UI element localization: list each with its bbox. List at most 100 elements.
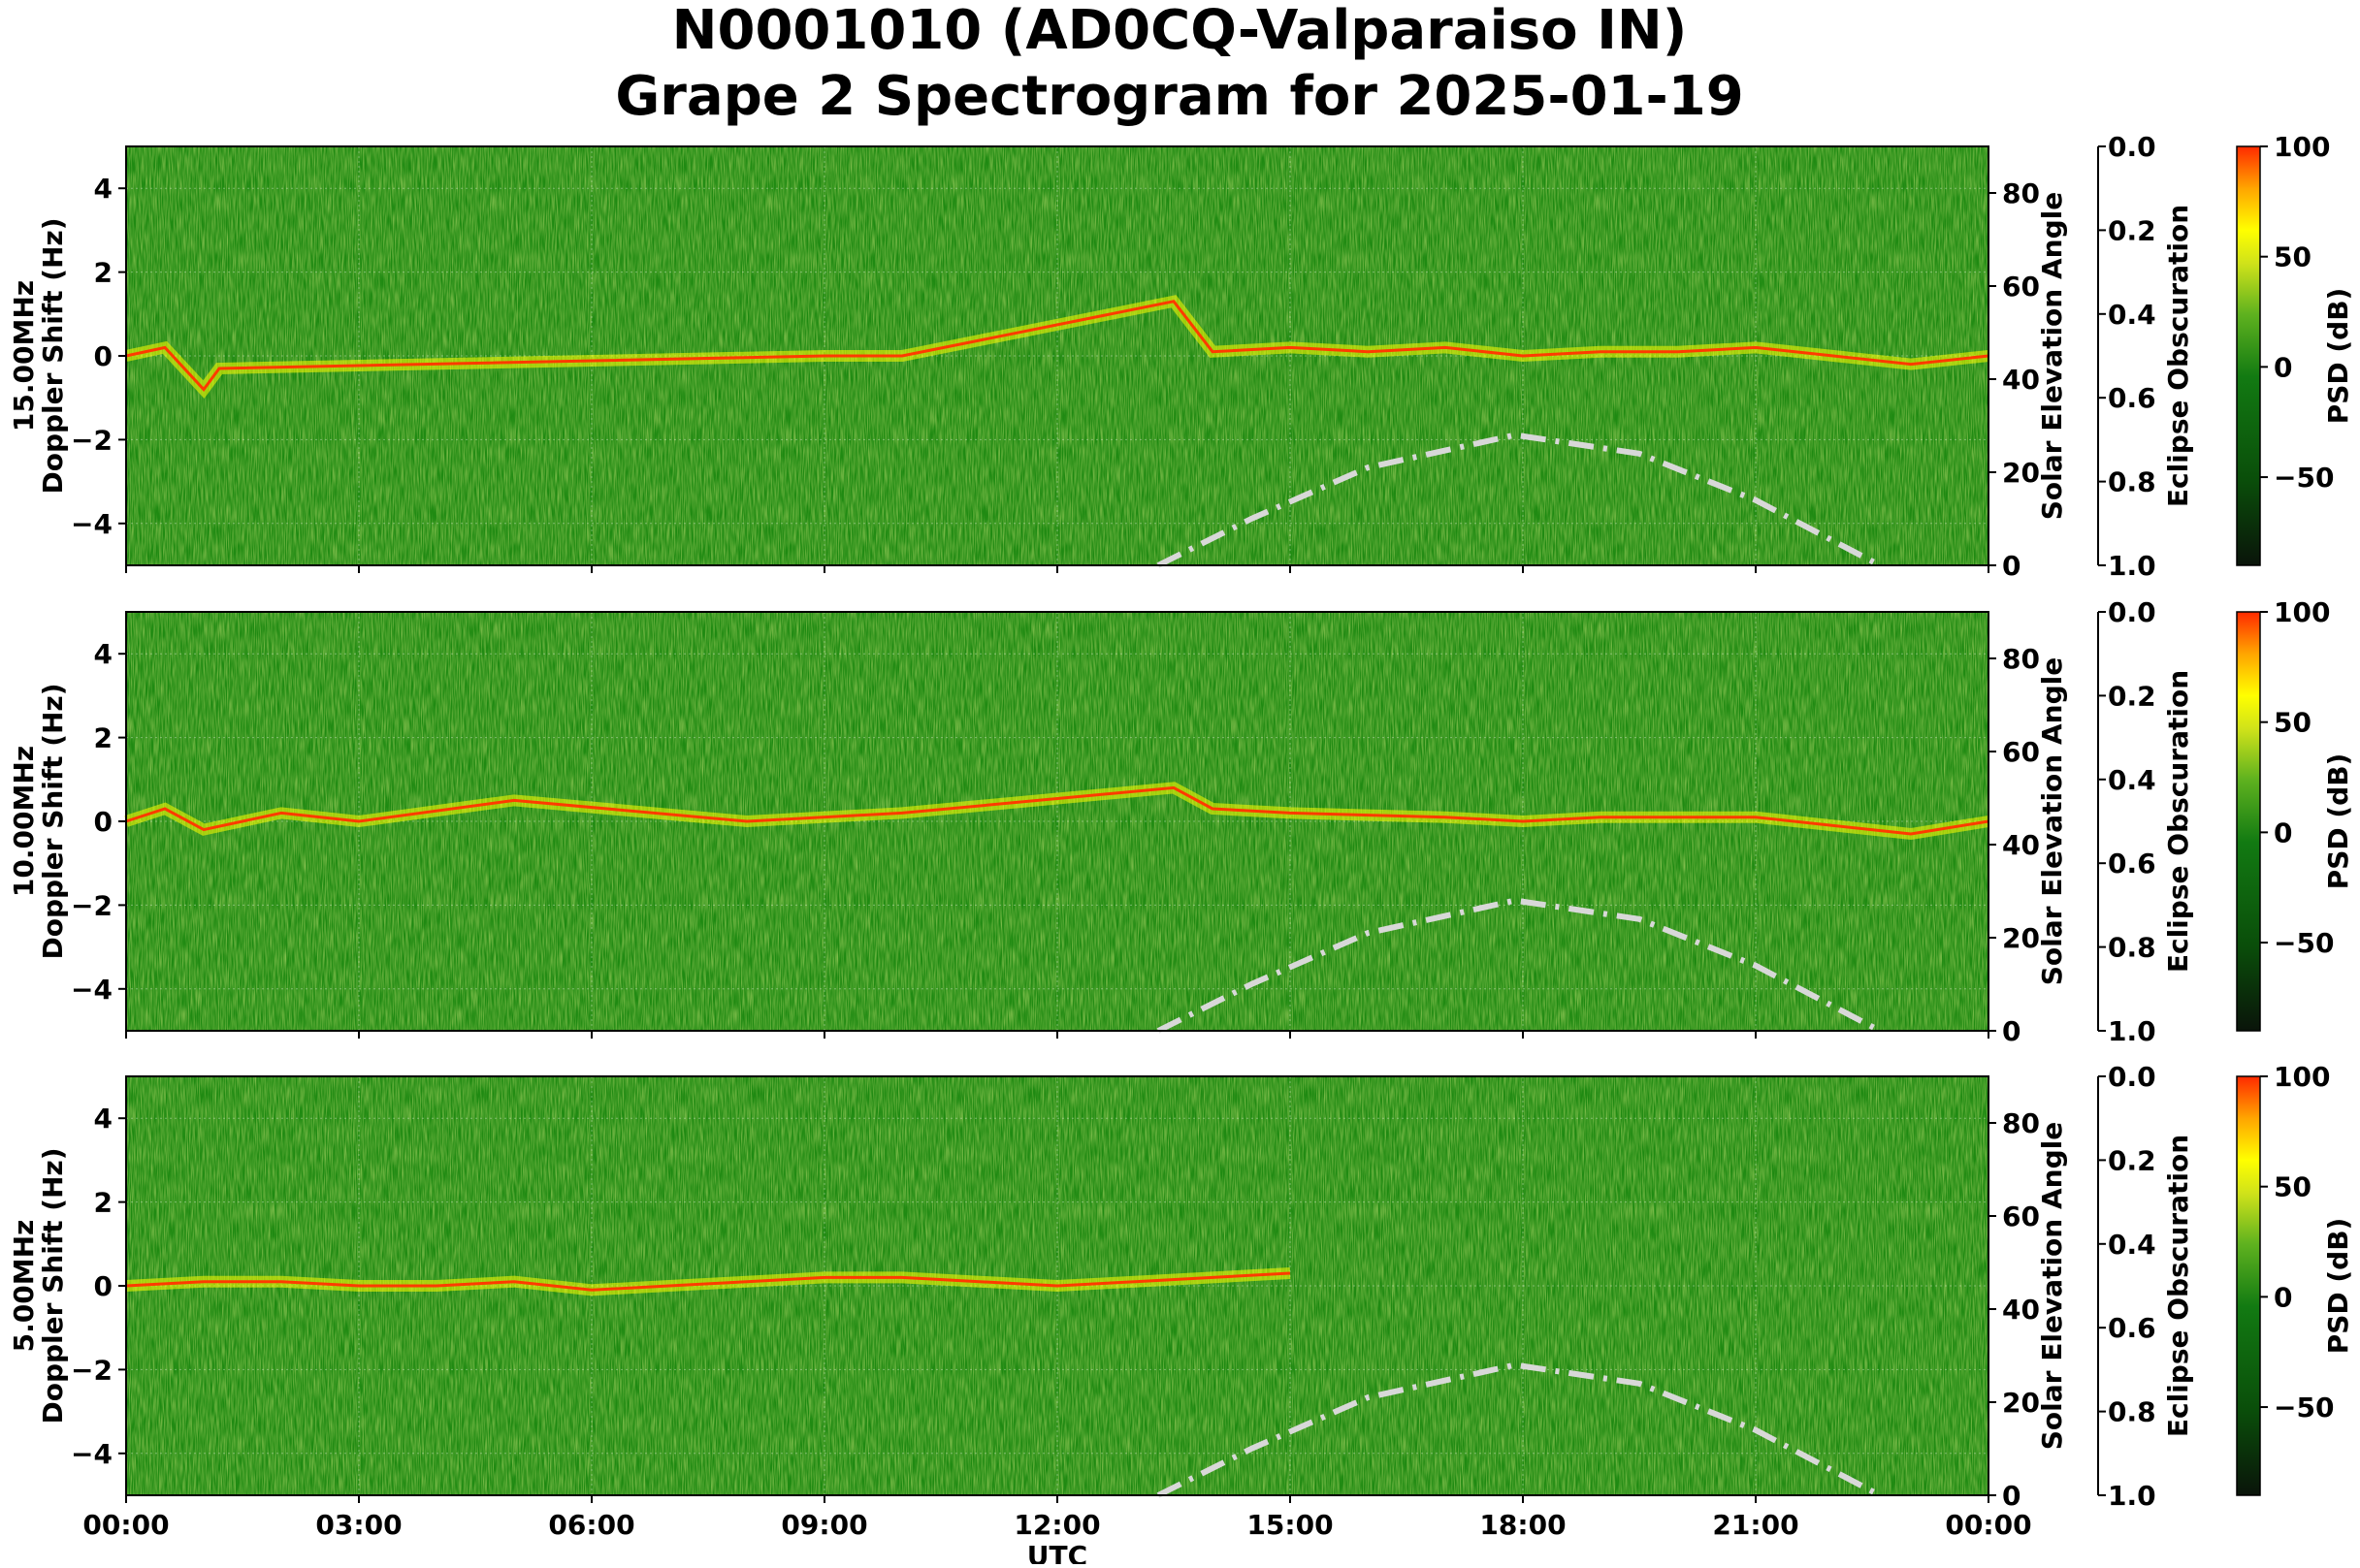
- figure-title-line1: N0001010 (AD0CQ-Valparaiso IN): [672, 0, 1688, 62]
- solar-elevation-curve: [1156, 432, 1882, 568]
- colorbar-tick-label: 0: [2274, 1281, 2292, 1313]
- frequency-label: 5.00MHz: [8, 1220, 40, 1353]
- y-tick-label: −4: [71, 974, 113, 1006]
- elevation-axis-label: Solar Elevation Angle: [2036, 657, 2068, 985]
- y-tick-label: 4: [94, 173, 113, 205]
- colorbar-tick-label: −50: [2274, 462, 2334, 494]
- x-tick-label: 21:00: [1712, 1509, 1798, 1541]
- eclipse-tick-label: 0.0: [2108, 1061, 2156, 1093]
- y-tick-label: −4: [71, 508, 113, 540]
- eclipse-tick-label: 0.4: [2108, 299, 2156, 331]
- colorbar-tick-label: 50: [2274, 707, 2312, 739]
- eclipse-axis-label: Eclipse Obscuration: [2162, 670, 2194, 973]
- eclipse-axis-label: Eclipse Obscuration: [2162, 205, 2194, 507]
- doppler-axis-label: Doppler Shift (Hz): [37, 1147, 69, 1424]
- eclipse-tick-label: 0.6: [2108, 1312, 2156, 1344]
- elevation-tick-label: 60: [2002, 736, 2040, 768]
- doppler-axis-label: Doppler Shift (Hz): [37, 683, 69, 959]
- y-tick-label: 2: [94, 722, 113, 754]
- x-tick-label: 12:00: [1014, 1509, 1100, 1541]
- y-tick-label: 4: [94, 1103, 113, 1135]
- solar-elevation-curve: [1156, 897, 1882, 1034]
- eclipse-tick-label: 0.2: [2108, 680, 2156, 712]
- eclipse-tick-label: 1.0: [2108, 1015, 2156, 1047]
- elevation-tick-label: 80: [2002, 643, 2040, 675]
- eclipse-tick-label: 0.8: [2108, 1396, 2156, 1428]
- y-tick-label: 0: [94, 806, 113, 838]
- eclipse-tick-label: 0.2: [2108, 1144, 2156, 1176]
- x-tick-label: 06:00: [548, 1509, 634, 1541]
- elevation-tick-label: 80: [2002, 177, 2040, 209]
- elevation-tick-label: 0: [2002, 550, 2021, 582]
- colorbar-tick-label: 100: [2274, 1061, 2330, 1093]
- eclipse-tick-label: 0.6: [2108, 848, 2156, 880]
- eclipse-tick-label: 0.0: [2108, 131, 2156, 163]
- elevation-tick-label: 20: [2002, 922, 2040, 954]
- y-tick-label: −2: [71, 889, 113, 921]
- eclipse-tick-label: 0.6: [2108, 382, 2156, 414]
- elevation-tick-label: 0: [2002, 1015, 2021, 1047]
- colorbar-tick-label: 100: [2274, 596, 2330, 628]
- x-tick-label: 00:00: [82, 1509, 169, 1541]
- colorbar-tick-label: 0: [2274, 816, 2292, 848]
- colorbar-tick-label: −50: [2274, 1392, 2334, 1424]
- elevation-tick-label: 20: [2002, 1387, 2040, 1419]
- elevation-tick-label: 60: [2002, 271, 2040, 303]
- x-tick-label: 09:00: [781, 1509, 867, 1541]
- elevation-tick-label: 80: [2002, 1107, 2040, 1139]
- x-axis-label: UTC: [1027, 1540, 1087, 1564]
- y-tick-label: 0: [94, 1270, 113, 1302]
- colorbar-tick-label: −50: [2274, 927, 2334, 959]
- y-tick-label: 4: [94, 638, 113, 670]
- colorbar-tick-label: 50: [2274, 241, 2312, 273]
- x-tick-label: 15:00: [1246, 1509, 1333, 1541]
- eclipse-tick-label: 1.0: [2108, 1480, 2156, 1512]
- elevation-tick-label: 20: [2002, 457, 2040, 489]
- elevation-tick-label: 60: [2002, 1200, 2040, 1232]
- elevation-tick-label: 40: [2002, 364, 2040, 396]
- eclipse-tick-label: 0.8: [2108, 932, 2156, 964]
- x-tick-label: 03:00: [315, 1509, 402, 1541]
- elevation-tick-label: 40: [2002, 829, 2040, 861]
- psd-colorbar: [2236, 145, 2261, 566]
- colorbar-tick-label: 0: [2274, 351, 2292, 383]
- colorbar-label: PSD (dB): [2322, 288, 2354, 425]
- x-tick-label: 18:00: [1479, 1509, 1566, 1541]
- x-tick-label: 00:00: [1945, 1509, 2031, 1541]
- colorbar-label: PSD (dB): [2322, 1218, 2354, 1355]
- eclipse-tick-label: 0.8: [2108, 466, 2156, 498]
- y-tick-label: −4: [71, 1438, 113, 1470]
- elevation-axis-label: Solar Elevation Angle: [2036, 1122, 2068, 1450]
- doppler-trace: [125, 300, 1989, 392]
- colorbar-tick-label: 100: [2274, 131, 2330, 163]
- y-tick-label: 0: [94, 340, 113, 372]
- y-tick-label: 2: [94, 1187, 113, 1219]
- elevation-axis-label: Solar Elevation Angle: [2036, 192, 2068, 520]
- colorbar-tick-label: 50: [2274, 1171, 2312, 1203]
- solar-elevation-curve: [1156, 1361, 1882, 1498]
- colorbar-label: PSD (dB): [2322, 753, 2354, 890]
- frequency-label: 10.00MHz: [8, 746, 40, 897]
- y-tick-label: −2: [71, 1354, 113, 1386]
- psd-colorbar: [2236, 611, 2261, 1032]
- frequency-label: 15.00MHz: [8, 280, 40, 432]
- elevation-tick-label: 0: [2002, 1480, 2021, 1512]
- figure-title-line2: Grape 2 Spectrogram for 2025-01-19: [615, 65, 1743, 128]
- y-tick-label: −2: [71, 424, 113, 456]
- psd-colorbar: [2236, 1075, 2261, 1496]
- y-tick-label: 2: [94, 257, 113, 289]
- eclipse-tick-label: 1.0: [2108, 550, 2156, 582]
- doppler-trace: [125, 1271, 1291, 1292]
- doppler-trace: [125, 785, 1989, 836]
- eclipse-tick-label: 0.4: [2108, 1229, 2156, 1261]
- eclipse-tick-label: 0.4: [2108, 764, 2156, 796]
- doppler-axis-label: Doppler Shift (Hz): [37, 217, 69, 494]
- eclipse-tick-label: 0.2: [2108, 214, 2156, 246]
- eclipse-axis-label: Eclipse Obscuration: [2162, 1135, 2194, 1437]
- eclipse-tick-label: 0.0: [2108, 596, 2156, 628]
